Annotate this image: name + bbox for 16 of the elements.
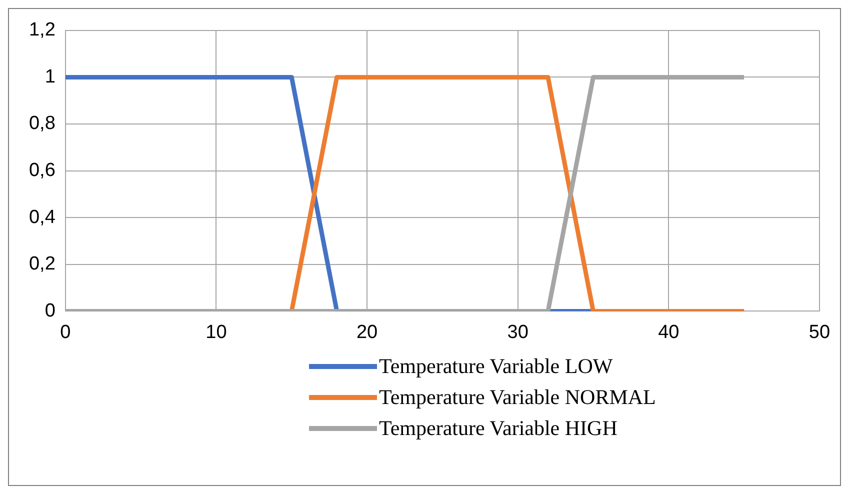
x-tick-label: 10 xyxy=(206,322,227,343)
x-tick-label: 0 xyxy=(60,322,71,343)
legend-label: Temperature Variable NORMAL xyxy=(379,385,656,410)
x-tick-label: 50 xyxy=(808,322,830,343)
x-tick-label: 40 xyxy=(658,322,680,343)
x-tick-label: 30 xyxy=(507,322,528,343)
y-tick-label: 0,8 xyxy=(28,113,56,134)
y-tick-label: 0 xyxy=(44,300,56,322)
legend-label: Temperature Variable LOW xyxy=(379,354,613,379)
y-tick-label: 0,4 xyxy=(28,206,56,228)
x-tick-label: 20 xyxy=(356,322,378,343)
y-tick-label: 1 xyxy=(44,66,56,88)
legend-label: Temperature Variable HIGH xyxy=(379,416,618,441)
y-tick-label: 0,6 xyxy=(28,160,56,182)
y-tick-label: 1,2 xyxy=(28,20,56,41)
y-tick-label: 0,2 xyxy=(28,254,56,275)
